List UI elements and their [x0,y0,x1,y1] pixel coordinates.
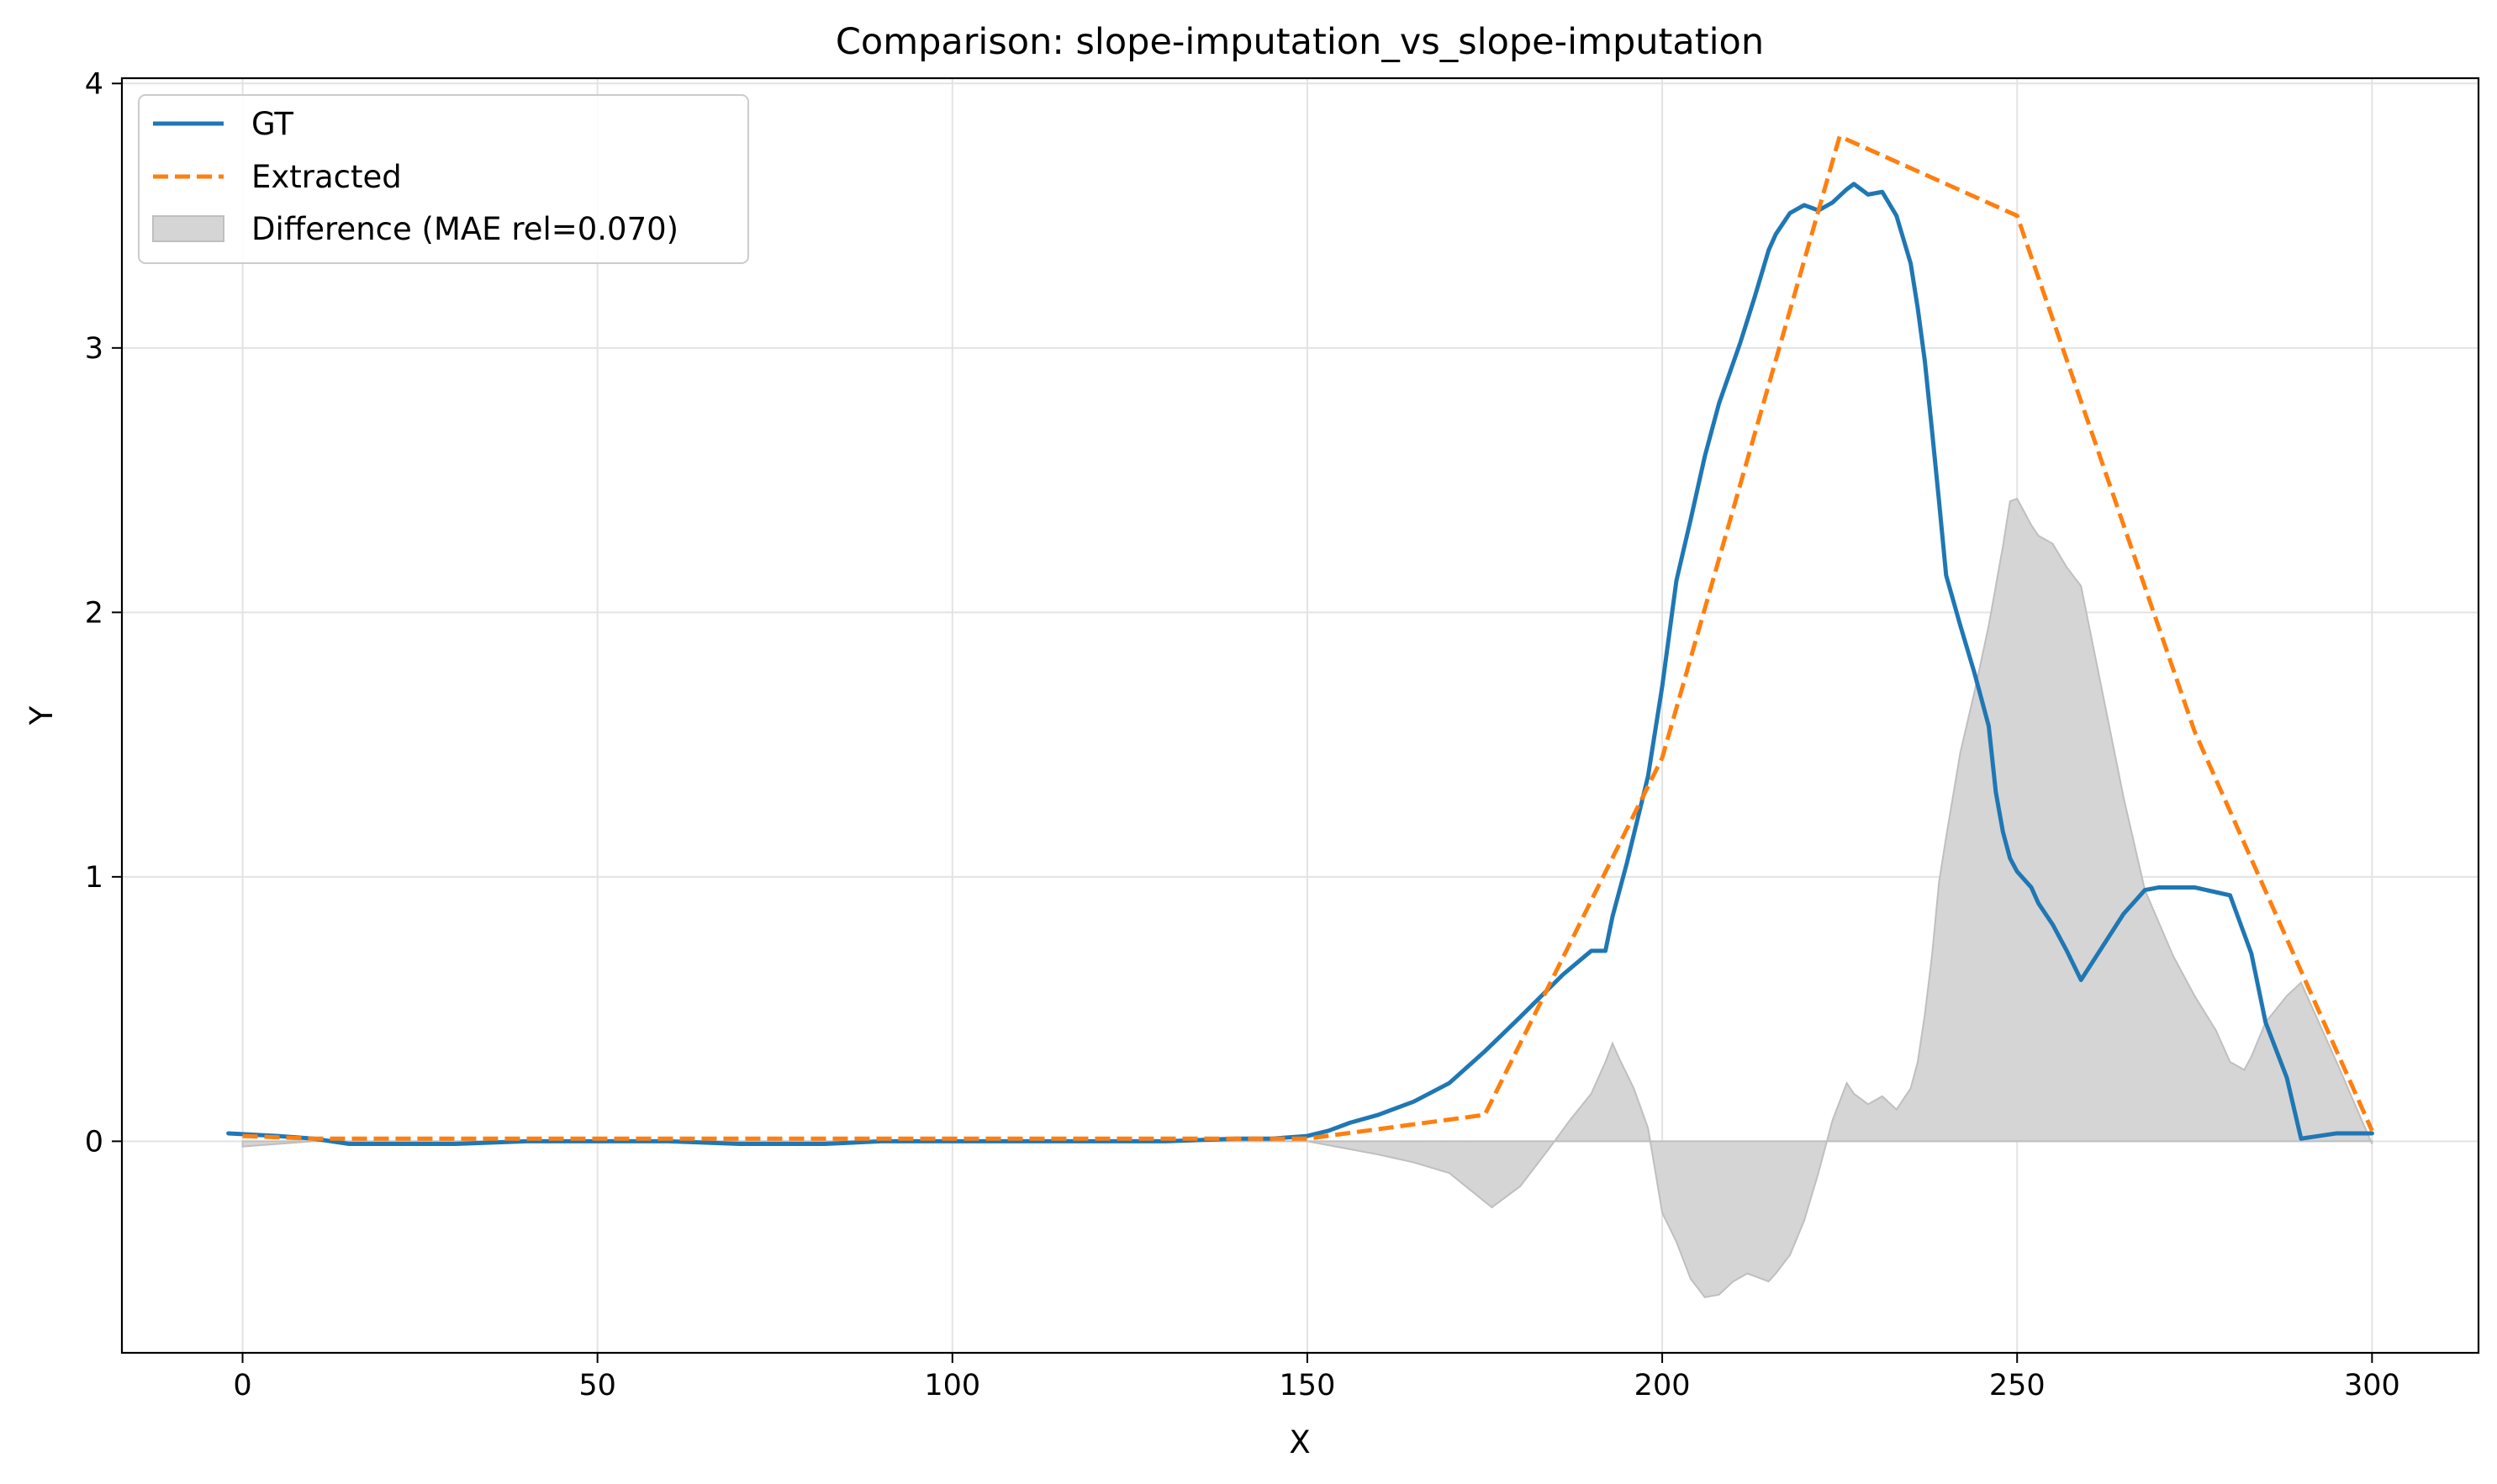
legend-difference-label: Difference (MAE rel=0.070) [251,211,678,247]
legend: GT Extracted Difference (MAE rel=0.070) [138,94,749,264]
x-tick-label: 300 [2344,1369,2400,1402]
difference-area-layer [241,497,2373,1299]
x-axis-label: X [1289,1424,1310,1460]
x-tick-label: 50 [578,1369,616,1402]
x-tick-label: 200 [1634,1369,1691,1402]
x-tick-label: 100 [924,1369,980,1402]
x-tick-label: 150 [1280,1369,1336,1402]
chart-title: Comparison: slope-imputation_vs_slope-im… [836,21,1764,63]
series-lines-layer [226,134,2374,1147]
gt-series-line [226,182,2374,1147]
x-tick-label: 250 [1989,1369,2046,1402]
y-tick-label: 2 [85,596,103,630]
legend-difference-swatch [152,215,224,242]
plot-frame [120,77,2480,1355]
legend-extracted-label: Extracted [251,159,402,195]
legend-gt-label: GT [251,106,293,142]
y-tick-label: 4 [85,67,103,101]
axis-ticks: 0 50 100 150 200 250 300 0 1 2 3 4 [85,67,2400,1402]
legend-box [138,94,749,264]
difference-area [241,497,2373,1299]
y-axis-label: Y [24,705,60,726]
x-tick-label: 0 [233,1369,251,1402]
y-tick-label: 1 [85,861,103,895]
y-tick-label: 0 [85,1125,103,1159]
y-tick-label: 3 [85,332,103,366]
